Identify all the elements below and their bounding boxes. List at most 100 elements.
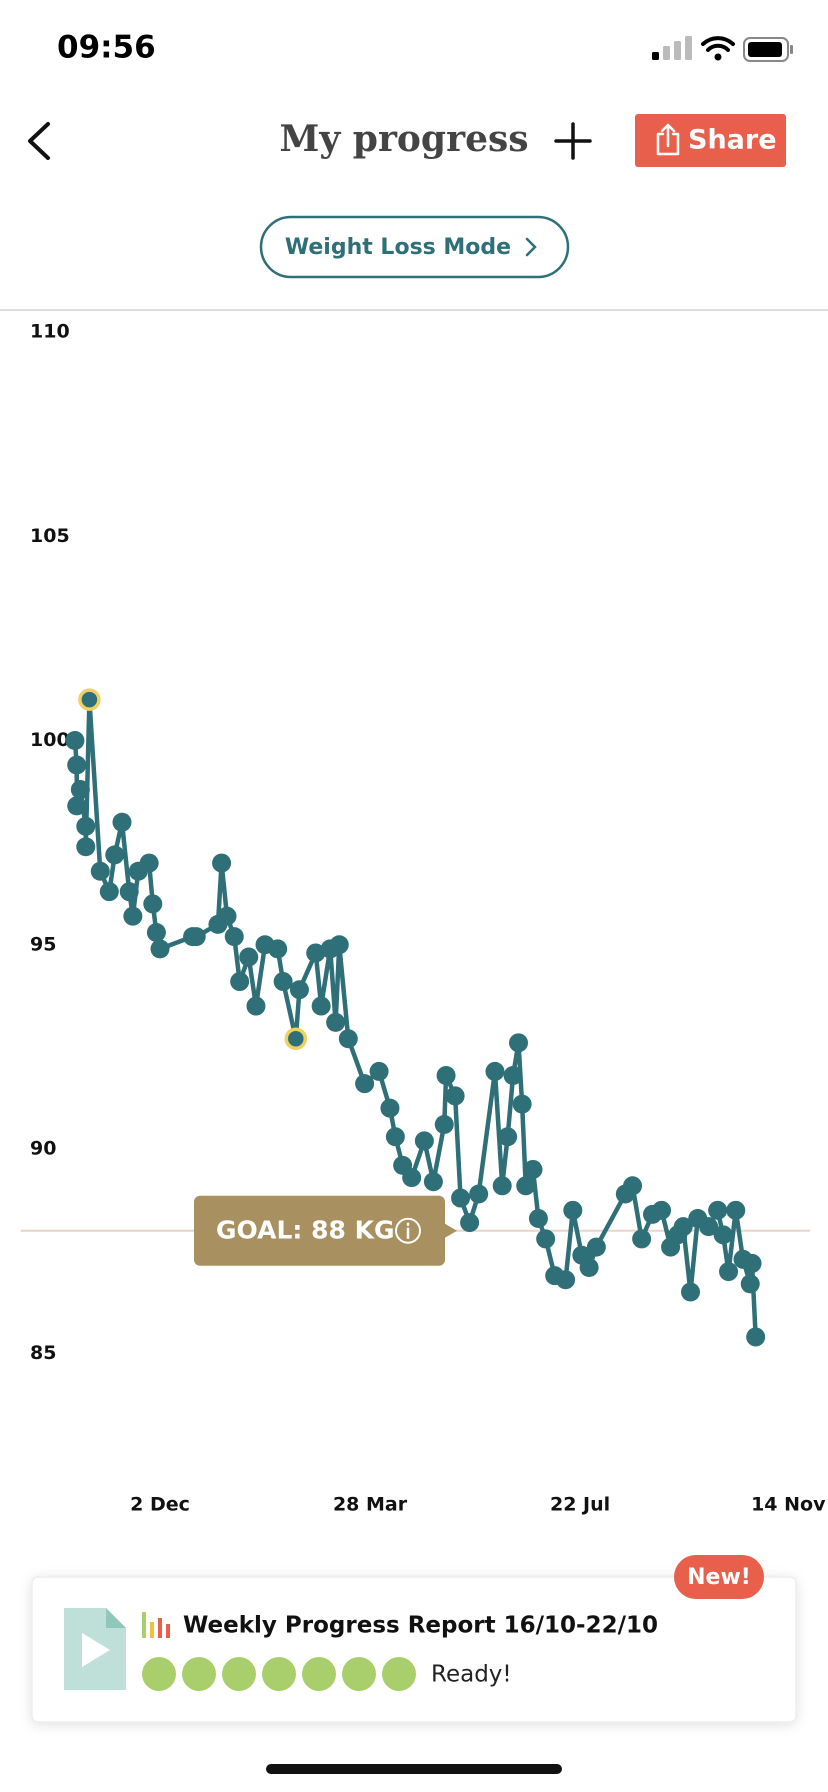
- home-indicator: [266, 1764, 562, 1774]
- y-tick-label: 90: [30, 1138, 56, 1160]
- data-point: [623, 1176, 643, 1196]
- data-point: [70, 780, 90, 800]
- data-point: [445, 1086, 465, 1106]
- x-tick-label: 22 Jul: [550, 1494, 610, 1516]
- data-point: [230, 972, 250, 992]
- data-point: [369, 1061, 389, 1081]
- y-tick-label: 85: [30, 1342, 56, 1364]
- data-point: [492, 1176, 512, 1196]
- data-point: [212, 853, 232, 873]
- data-point: [273, 972, 293, 992]
- data-point: [67, 796, 87, 816]
- data-point: [681, 1282, 701, 1302]
- data-point: [338, 1029, 358, 1049]
- data-point: [434, 1115, 454, 1135]
- data-point: [90, 861, 110, 881]
- data-point: [556, 1270, 576, 1290]
- data-point: [119, 882, 139, 902]
- data-point: [673, 1217, 693, 1237]
- y-tick-label: 95: [30, 933, 56, 955]
- data-point: [76, 837, 96, 857]
- data-point: [67, 755, 87, 775]
- back-button[interactable]: [28, 122, 50, 160]
- data-point: [146, 923, 166, 943]
- data-point: [268, 939, 288, 959]
- data-point: [380, 1098, 400, 1118]
- data-point: [143, 894, 163, 914]
- data-point: [536, 1229, 556, 1249]
- x-tick-label: 14 Nov: [751, 1494, 826, 1516]
- mode-button[interactable]: Weight Loss Mode: [259, 215, 570, 279]
- report-card[interactable]: Weekly Progress Report 16/10-22/10 Ready…: [31, 1576, 797, 1723]
- share-label: Share: [688, 125, 777, 156]
- data-point: [713, 1225, 733, 1245]
- data-point: [708, 1200, 728, 1220]
- report-status: Ready!: [431, 1662, 512, 1688]
- data-point: [740, 1274, 760, 1294]
- data-point: [509, 1033, 529, 1053]
- share-button[interactable]: Share: [635, 114, 786, 167]
- data-point: [105, 845, 125, 865]
- status-icons: [652, 36, 793, 62]
- y-tick-label: 110: [30, 321, 70, 343]
- data-point: [385, 1127, 405, 1147]
- x-tick-label: 2 Dec: [130, 1494, 190, 1516]
- data-point: [306, 943, 326, 963]
- progress-dots: [142, 1657, 416, 1691]
- highlighted-point: [78, 688, 101, 711]
- data-point: [217, 906, 237, 926]
- data-point: [289, 980, 309, 1000]
- data-point: [246, 996, 266, 1016]
- new-badge-label: New!: [687, 1565, 751, 1590]
- data-point: [563, 1200, 583, 1220]
- highlighted-point: [284, 1027, 308, 1050]
- status-time: 09:56: [57, 30, 156, 66]
- data-point: [326, 1012, 346, 1032]
- data-point: [632, 1229, 652, 1249]
- data-point: [99, 882, 119, 902]
- new-badge: New!: [674, 1555, 764, 1599]
- data-point: [402, 1168, 422, 1188]
- info-icon: [395, 1217, 421, 1244]
- x-tick-label: 28 Mar: [333, 1494, 408, 1516]
- data-point: [123, 906, 143, 926]
- data-point: [150, 939, 170, 959]
- data-point: [460, 1213, 480, 1233]
- data-point: [311, 996, 331, 1016]
- data-point: [469, 1184, 489, 1204]
- data-point: [586, 1237, 606, 1257]
- data-point: [186, 927, 206, 947]
- data-point: [523, 1159, 543, 1179]
- goal-badge-shape: [194, 1195, 457, 1266]
- data-point: [329, 935, 349, 955]
- data-point: [503, 1066, 523, 1086]
- data-point: [436, 1066, 456, 1086]
- data-point: [726, 1200, 746, 1220]
- data-point: [414, 1131, 434, 1151]
- report-title: Weekly Progress Report 16/10-22/10: [183, 1613, 658, 1639]
- data-point: [512, 1094, 532, 1114]
- data-point: [224, 927, 244, 947]
- goal-badge: GOAL: 88 KG: [194, 1195, 457, 1266]
- mode-label: Weight Loss Mode: [285, 235, 511, 260]
- data-point: [528, 1208, 548, 1228]
- data-point: [76, 816, 96, 836]
- data-point: [451, 1188, 471, 1208]
- data-point: [355, 1074, 375, 1094]
- add-button[interactable]: [554, 122, 592, 160]
- data-point: [746, 1327, 766, 1347]
- y-tick-label: 105: [30, 525, 70, 547]
- data-point: [516, 1176, 536, 1196]
- goal-label: GOAL: 88 KG: [216, 1216, 394, 1245]
- data-point: [699, 1217, 719, 1237]
- data-point: [239, 947, 259, 967]
- data-point: [742, 1253, 762, 1273]
- data-point: [579, 1258, 599, 1278]
- data-point: [65, 731, 85, 751]
- data-point: [423, 1172, 443, 1192]
- data-point: [139, 853, 159, 873]
- data-point: [112, 812, 132, 832]
- data-point: [498, 1127, 518, 1147]
